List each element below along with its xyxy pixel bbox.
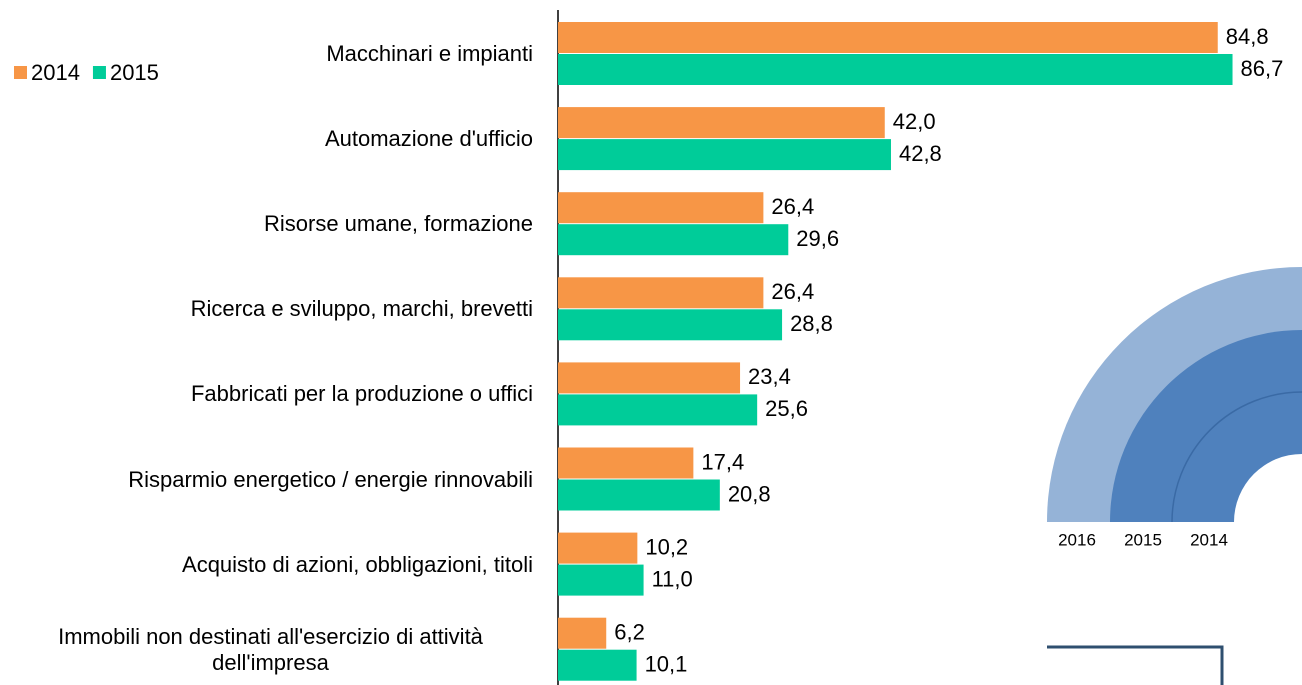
value-label: 42,0 <box>893 109 936 134</box>
bar <box>558 617 607 649</box>
category-label: Fabbricati per la produzione o uffici <box>190 381 533 407</box>
value-label: 26,4 <box>771 194 814 219</box>
category-label: Macchinari e impianti <box>326 41 533 66</box>
bar <box>558 532 638 564</box>
inset-label: 2014 <box>1190 530 1228 549</box>
bar <box>558 649 637 681</box>
value-label: 86,7 <box>1241 56 1284 81</box>
value-label: 20,8 <box>728 481 771 506</box>
value-label: 10,2 <box>645 534 688 559</box>
category-label: Immobili non destinati all'esercizio di … <box>58 623 483 675</box>
bar <box>558 479 720 511</box>
value-label: 28,8 <box>790 311 833 336</box>
value-label: 23,4 <box>748 364 791 389</box>
value-label: 6,2 <box>614 620 645 645</box>
category-label: Risorse umane, formazione <box>263 211 533 237</box>
bar <box>558 22 1218 53</box>
box-outline <box>1047 645 1224 685</box>
legend-label: 2015 <box>110 60 159 85</box>
legend-label: 2014 <box>31 60 80 85</box>
category-label: Risparmio energetico / energie rinnovabi… <box>128 466 533 492</box>
inset-label: 2016 <box>1058 530 1096 549</box>
bar <box>558 309 783 341</box>
bar <box>558 139 891 171</box>
bar <box>558 447 694 479</box>
legend-swatch <box>14 66 27 79</box>
value-label: 25,6 <box>765 396 808 421</box>
category-label: Ricerca e sviluppo, marchi, brevetti <box>190 296 533 322</box>
inset-label: 2015 <box>1124 530 1162 549</box>
value-label: 10,1 <box>645 652 688 677</box>
value-label: 17,4 <box>701 449 744 474</box>
bar <box>558 107 885 139</box>
value-label: 42,8 <box>899 141 942 166</box>
bar <box>558 224 789 256</box>
value-label: 11,0 <box>652 566 693 591</box>
category-label: Automazione d'ufficio <box>324 126 533 152</box>
bar <box>558 54 1233 85</box>
bar <box>558 192 764 224</box>
bar <box>558 362 741 394</box>
value-label: 84,8 <box>1226 24 1269 49</box>
category-label: Acquisto di azioni, obbligazioni, titoli <box>182 551 533 577</box>
bar <box>558 394 758 426</box>
legend-swatch <box>92 66 106 79</box>
bar <box>558 564 644 596</box>
inset-graphic: 2016 2015 2014 <box>1047 267 1302 685</box>
bar <box>558 277 764 309</box>
arc-line <box>1171 391 1302 523</box>
value-label: 29,6 <box>796 226 839 251</box>
value-label: 26,4 <box>771 279 814 304</box>
arc-inner <box>1234 454 1302 522</box>
